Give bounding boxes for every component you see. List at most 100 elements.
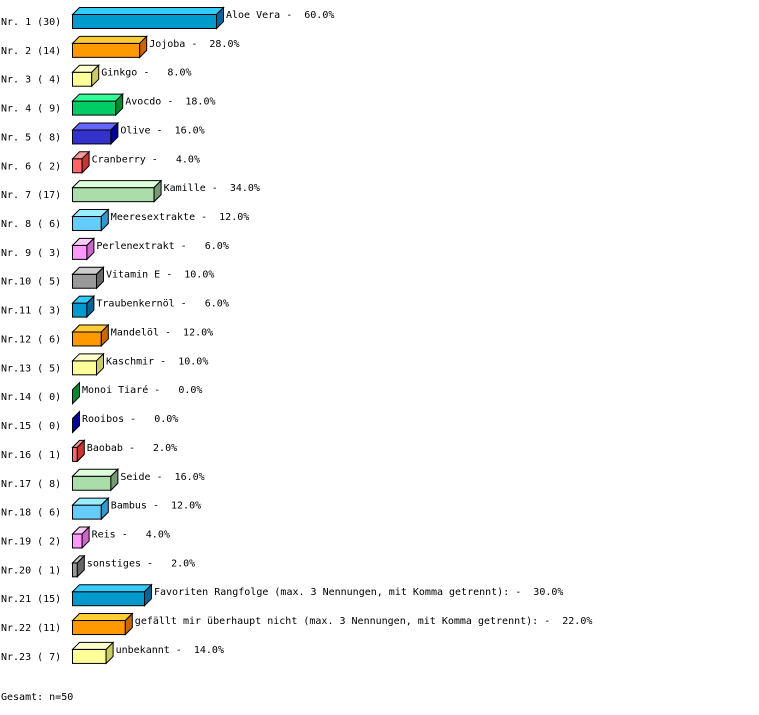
row-label: Nr.14 ( 0) — [1, 392, 61, 403]
bar-top — [71, 7, 225, 15]
bar-front — [72, 591, 145, 607]
bar-top — [71, 35, 148, 44]
bar-top — [71, 93, 124, 102]
bar-value-label: Meeresextrakte - 12.0% — [111, 212, 249, 223]
row-label: Nr.20 ( 1) — [1, 565, 61, 576]
bar-value-label: Kamille - 34.0% — [164, 183, 260, 194]
bar-front — [72, 562, 78, 578]
bar-side — [144, 583, 152, 607]
row-label: Nr.12 ( 6) — [1, 334, 61, 345]
row-label: Nr. 2 (14) — [1, 46, 61, 57]
bar-side — [100, 496, 109, 521]
bar-side — [76, 439, 85, 463]
bar-side — [96, 352, 104, 377]
bar-top — [71, 180, 163, 189]
bar-value-label: Cranberry - 4.0% — [92, 154, 200, 165]
bar-value-label: Jojoba - 28.0% — [149, 39, 239, 50]
bar-side — [86, 294, 95, 319]
row-label: Nr.11 ( 3) — [1, 306, 61, 317]
bar-value-label: Aloe Vera - 60.0% — [226, 10, 334, 21]
bar-top — [71, 468, 120, 477]
row-label: Nr.15 ( 0) — [1, 421, 61, 432]
bar-value-label: Traubenkernöl - 6.0% — [96, 299, 228, 310]
bar-front — [72, 273, 97, 289]
bar-value-label: Bambus - 12.0% — [111, 501, 201, 512]
bar-front — [72, 331, 102, 347]
bar-side — [100, 323, 109, 348]
bar-side — [100, 208, 109, 232]
bar-front — [72, 475, 112, 491]
bar-value-label: Baobab - 2.0% — [87, 443, 177, 454]
row-label: Nr. 9 ( 3) — [1, 248, 61, 259]
bar-value-label: Ginkgo - 8.0% — [101, 68, 191, 79]
bar-value-label: Perlenextrakt - 6.0% — [96, 241, 228, 252]
total-count: Gesamt: n=50 — [1, 692, 74, 703]
bar-front — [72, 244, 88, 260]
bar-top — [71, 122, 120, 131]
bar-side — [153, 179, 162, 203]
bar-top — [71, 613, 134, 622]
bar-front — [72, 158, 83, 174]
row-label: Nr. 6 ( 2) — [1, 161, 61, 172]
bar-front — [72, 620, 126, 636]
bar-value-label: Mandelöl - 12.0% — [111, 327, 213, 338]
bar-side — [86, 237, 95, 261]
bar-top — [71, 584, 153, 593]
bar-side — [110, 121, 119, 146]
bar-front — [72, 129, 112, 145]
bar-value-label: Olive - 16.0% — [120, 125, 204, 136]
row-label: Nr.13 ( 5) — [1, 363, 61, 374]
row-label: Nr. 4 ( 9) — [1, 104, 61, 115]
row-label: Nr.16 ( 1) — [1, 450, 61, 461]
bar-front — [72, 302, 88, 318]
bar-side — [81, 150, 90, 175]
bar-front — [72, 360, 97, 376]
row-label: Nr. 3 ( 4) — [1, 75, 61, 86]
row-label: Nr. 7 (17) — [1, 190, 61, 201]
bar-value-label: Monoi Tiaré - 0.0% — [82, 384, 202, 396]
row-label: Nr. 5 ( 8) — [1, 132, 61, 143]
bar-value-label: Vitamin E - 10.0% — [106, 270, 214, 281]
bar-side — [72, 381, 80, 405]
bar-value-label: Kaschmir - 10.0% — [106, 356, 208, 367]
bar-front — [72, 100, 117, 116]
bar-front — [72, 504, 102, 520]
bar-side — [110, 468, 119, 492]
row-label: Nr. 1 (30) — [1, 17, 61, 28]
bar-front — [72, 533, 83, 549]
row-label: Nr.17 ( 8) — [1, 479, 61, 490]
bar-side — [124, 612, 133, 636]
bar-side — [81, 525, 90, 550]
bar-value-label: unbekannt - 14.0% — [116, 645, 224, 656]
row-label: Nr.19 ( 2) — [1, 536, 61, 547]
bar-front — [72, 14, 217, 29]
bar-front — [72, 648, 107, 664]
bar-value-label: Reis - 4.0% — [92, 529, 170, 540]
bar-value-label: Rooibos - 0.0% — [82, 414, 178, 425]
bar-side — [91, 64, 100, 88]
bar-front — [72, 446, 78, 462]
bar-side — [76, 554, 85, 579]
bar-value-label: Favoriten Rangfolge (max. 3 Nennungen, m… — [154, 587, 563, 598]
row-label: Nr.10 ( 5) — [1, 277, 61, 288]
row-label: Nr.21 (15) — [1, 594, 61, 605]
bar-front — [72, 187, 155, 203]
row-label: Nr.23 ( 7) — [1, 652, 61, 663]
bar-front — [72, 216, 102, 232]
bar-front — [72, 71, 93, 87]
bar-side — [72, 410, 80, 434]
bar-front — [72, 42, 141, 58]
bar-side — [115, 92, 124, 117]
bar-side — [96, 266, 104, 290]
bar-value-label: sonstiges - 2.0% — [87, 558, 195, 569]
bar-side — [105, 641, 114, 665]
bar-value-label: Avocdo - 18.0% — [125, 97, 215, 108]
bar-side — [216, 6, 224, 30]
row-label: Nr. 8 ( 6) — [1, 219, 61, 230]
bar-value-label: Seide - 16.0% — [120, 472, 204, 483]
bar-value-label: gefällt mir überhaupt nicht (max. 3 Nenn… — [135, 616, 593, 627]
bar-side — [139, 35, 148, 59]
row-label: Nr.18 ( 6) — [1, 508, 61, 519]
row-label: Nr.22 (11) — [1, 623, 61, 634]
